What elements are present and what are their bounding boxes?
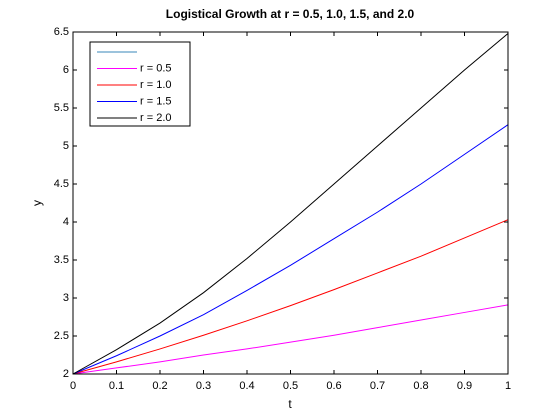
axes-box [72, 31, 509, 375]
series-line [72, 33, 509, 375]
legend-label: r = 2.0 [140, 112, 172, 124]
x-tick-label: 0.6 [326, 380, 341, 392]
series-line [72, 304, 509, 375]
x-tick-label: 0.8 [413, 380, 428, 392]
series-line [72, 219, 509, 375]
x-tick-label: 0.1 [109, 380, 124, 392]
x-tick-label: 0 [70, 380, 76, 392]
x-tick-label: 0.5 [283, 380, 298, 392]
legend-box [89, 41, 191, 127]
y-tick-label: 2.5 [54, 330, 69, 342]
y-tick-label: 3 [63, 292, 69, 304]
x-tick-label: 0.4 [239, 380, 254, 392]
y-tick-label: 4 [63, 216, 69, 228]
y-tick-label: 3.5 [54, 254, 69, 266]
y-tick-label: 2 [63, 368, 69, 380]
x-axis-label: t [288, 397, 292, 411]
series-line [72, 124, 509, 375]
chart-title: Logistical Growth at r = 0.5, 1.0, 1.5, … [166, 7, 415, 21]
x-tick-label: 0.9 [457, 380, 472, 392]
legend-label: r = 1.5 [140, 95, 172, 107]
legend-label: r = 0.5 [140, 62, 172, 74]
y-tick-label: 6.5 [54, 26, 69, 38]
y-tick-label: 5.5 [54, 102, 69, 114]
legend-label: r = 1.0 [140, 79, 172, 91]
y-tick-label: 6 [63, 64, 69, 76]
x-tick-label: 0.3 [196, 380, 211, 392]
x-tick-label: 0.7 [370, 380, 385, 392]
y-axis-label: y [30, 200, 44, 206]
x-tick-label: 1 [505, 380, 511, 392]
y-tick-label: 5 [63, 140, 69, 152]
x-tick-label: 0.2 [152, 380, 167, 392]
y-tick-label: 4.5 [54, 178, 69, 190]
